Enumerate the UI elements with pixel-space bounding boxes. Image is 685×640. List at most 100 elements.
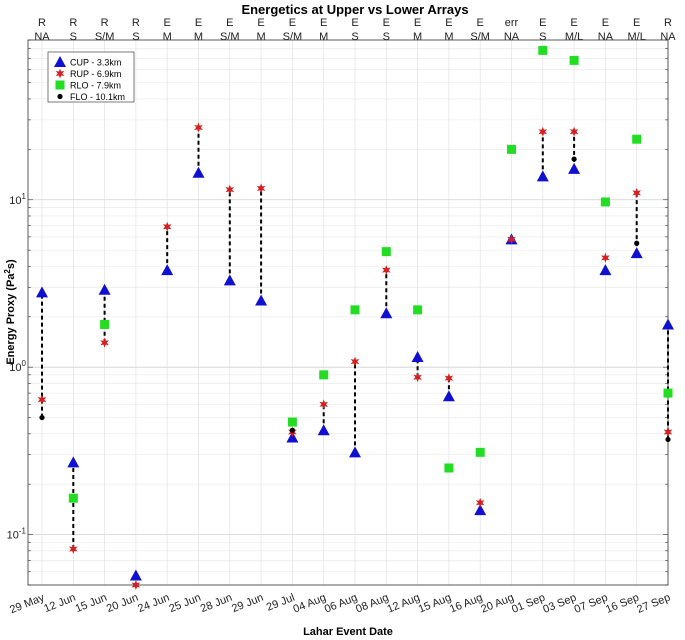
y-tick-base: 10 <box>7 530 19 542</box>
data-point-star <box>475 497 485 508</box>
legend-marker <box>54 56 66 67</box>
top-label-row2: S <box>70 31 77 43</box>
data-point-star <box>601 252 610 263</box>
top-label-row1: E <box>570 17 577 29</box>
data-point-triangle <box>380 307 393 319</box>
data-point-square <box>319 370 329 380</box>
plot-area <box>28 40 668 585</box>
y-tick-base: 10 <box>9 195 21 207</box>
data-point-square <box>475 447 485 457</box>
data-point-square <box>632 134 642 144</box>
top-label-row2: NA <box>504 31 520 43</box>
data-point-square <box>100 319 110 329</box>
data-point-square <box>663 388 673 398</box>
y-tick-base: 10 <box>9 362 21 374</box>
y-axis-label: Energy Proxy (Pa2s) <box>3 259 17 365</box>
data-markers <box>36 45 674 590</box>
top-label-row1: E <box>602 17 609 29</box>
top-label-row2: S/M <box>95 31 115 43</box>
top-label-row2: S <box>383 31 390 43</box>
data-point-star <box>37 394 47 405</box>
data-point-triangle <box>36 286 48 298</box>
top-label-row1: E <box>257 17 264 29</box>
data-point-triangle <box>568 162 581 174</box>
top-label-row2: M <box>444 31 453 43</box>
x-tick-label: 12 Jun <box>42 592 77 615</box>
data-point-dot <box>289 427 295 433</box>
top-label-row2: NA <box>660 31 676 43</box>
data-point-dot <box>571 156 577 162</box>
legend-label: RLO - 7.9km <box>70 81 121 91</box>
data-point-star <box>68 544 78 555</box>
x-tick-label: 20 Jun <box>105 592 140 615</box>
data-point-triangle <box>662 318 674 330</box>
data-point-square <box>538 45 548 55</box>
data-point-star <box>131 580 141 590</box>
data-point-square <box>569 55 579 65</box>
data-point-triangle <box>317 424 330 436</box>
x-tick-label: 25 Jun <box>168 592 203 615</box>
top-label-row2: M <box>413 31 422 43</box>
top-label-row1: err <box>505 17 519 29</box>
top-label-row1: E <box>226 17 233 29</box>
legend-label: CUP - 3.3km <box>70 58 121 68</box>
top-label-row2: M <box>257 31 266 43</box>
data-point-star <box>319 399 329 410</box>
data-point-star <box>100 337 109 348</box>
top-label-row1: E <box>539 17 546 29</box>
top-label-row1: E <box>289 17 296 29</box>
data-point-star <box>162 221 172 232</box>
y-tick-label: 101 <box>9 192 26 207</box>
data-point-star <box>194 122 203 133</box>
data-point-star <box>632 187 642 198</box>
top-label-row1: E <box>414 17 421 29</box>
top-label-row1: E <box>195 17 202 29</box>
data-point-square <box>68 493 78 503</box>
y-axis-label-tail: s) <box>5 259 17 269</box>
data-point-star <box>350 356 360 367</box>
top-label-row1: R <box>664 17 672 29</box>
y-tick-exponent: -1 <box>19 527 27 536</box>
top-label-row2: M <box>163 31 172 43</box>
data-point-square <box>600 197 610 207</box>
data-point-star <box>225 184 235 195</box>
data-point-star <box>507 234 516 245</box>
top-label-row1: E <box>633 17 640 29</box>
data-point-square <box>444 463 454 473</box>
x-tick-label: 29 May <box>8 591 46 616</box>
data-point-triangle <box>536 170 549 182</box>
data-point-triangle <box>349 446 361 458</box>
data-point-triangle <box>98 283 111 295</box>
top-label-row2: NA <box>598 31 614 43</box>
data-point-triangle <box>599 264 612 276</box>
data-point-triangle <box>411 351 424 363</box>
data-point-star <box>413 372 422 383</box>
x-grid-lines <box>41 40 669 585</box>
data-point-star <box>538 126 548 137</box>
grid-lines <box>28 39 668 586</box>
x-tick-label: 27 Sep <box>635 592 672 616</box>
y-axis-label-main: Energy Proxy (Pa <box>5 273 17 365</box>
data-point-triangle <box>255 294 268 306</box>
data-point-square <box>350 305 360 315</box>
top-label-row2: S/M <box>470 31 490 43</box>
top-label-row2: NA <box>34 31 50 43</box>
top-label-row2: M <box>319 31 328 43</box>
top-label-row1: E <box>383 17 390 29</box>
data-point-triangle <box>474 504 487 516</box>
top-label-row1: R <box>69 17 77 29</box>
x-tick-label: 29 Jul <box>265 592 297 614</box>
x-tick-label: 29 Jun <box>230 592 265 615</box>
top-label-row2: S <box>132 31 139 43</box>
data-point-triangle <box>223 274 236 286</box>
data-point-triangle <box>192 166 205 178</box>
data-point-star <box>381 265 391 276</box>
legend-label: RUP - 6.9km <box>70 69 121 79</box>
legend-label: FLO - 10.1km <box>70 92 125 102</box>
x-tick-label: 28 Jun <box>199 592 234 615</box>
data-point-square <box>413 305 423 315</box>
